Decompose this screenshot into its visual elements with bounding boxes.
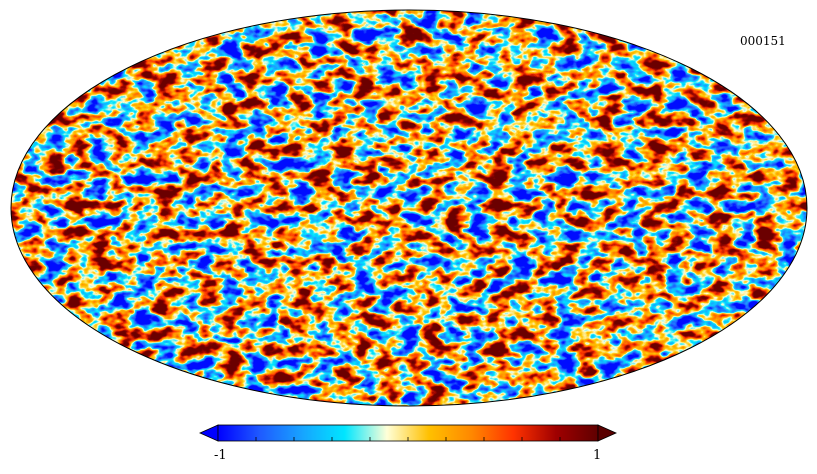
colorbar-max-label: 1	[593, 448, 602, 463]
map-id-label: 000151	[740, 34, 786, 48]
sky-map-outline	[10, 9, 808, 407]
sky-map-field	[11, 10, 807, 406]
colorbar-right-extend-arrow	[597, 424, 617, 442]
colorbar	[199, 424, 617, 442]
sky-map	[11, 10, 807, 406]
colorbar-ticks	[255, 437, 561, 441]
colorbar-min-label: -1	[214, 448, 227, 463]
colorbar-left-extend-arrow	[199, 424, 219, 442]
